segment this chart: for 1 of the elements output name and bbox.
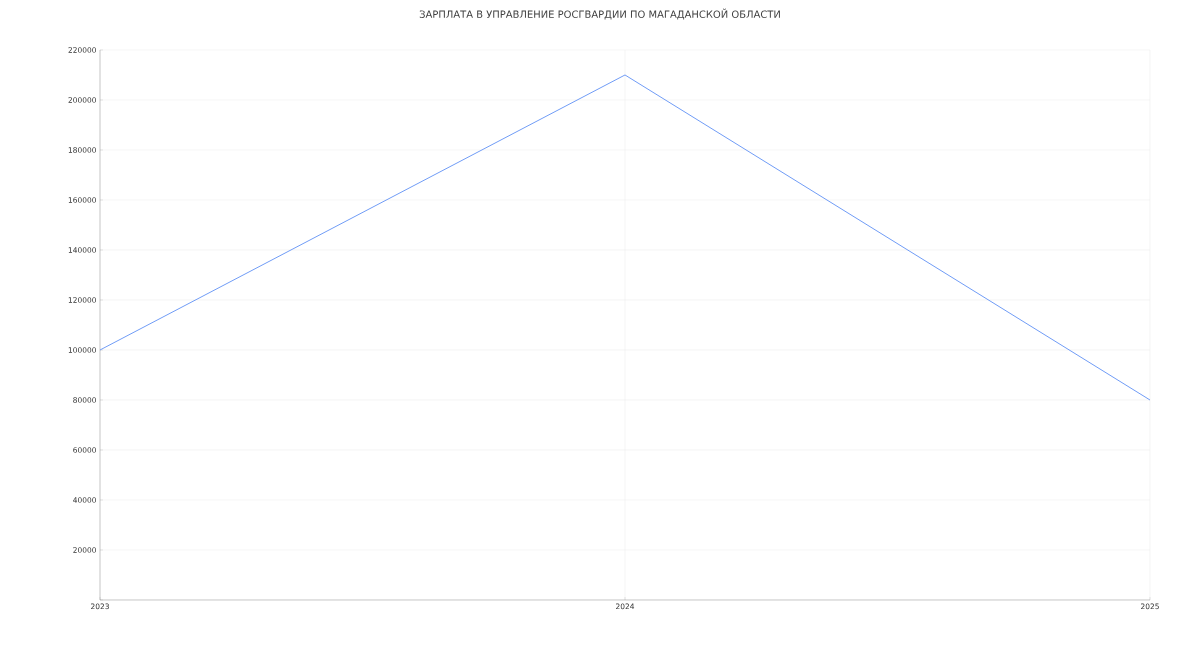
chart-title: ЗАРПЛАТА В УПРАВЛЕНИЕ РОСГВАРДИИ ПО МАГАДАНСКОЙ ОБЛАСТИ xyxy=(419,8,780,20)
